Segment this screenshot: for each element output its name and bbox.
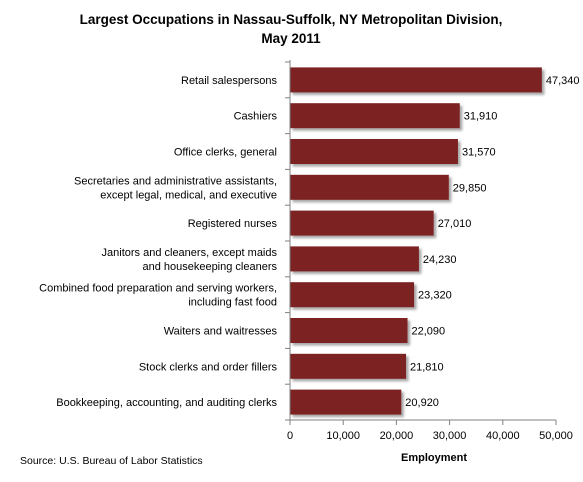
x-axis-label: Employment xyxy=(401,452,467,464)
category-label-7-line-1: Combined food preparation and serving wo… xyxy=(39,283,277,295)
category-label-4-line-2: except legal, medical, and executive xyxy=(100,189,277,201)
bar-4 xyxy=(290,174,449,200)
bar-3 xyxy=(290,139,458,164)
category-label-2: Cashiers xyxy=(234,111,278,123)
x-axis: 0 10,000 20,000 30,000 40,000 50,000 xyxy=(285,60,573,442)
category-label-6-line-2: and housekeeping cleaners xyxy=(142,261,277,273)
bar-10 xyxy=(290,389,402,415)
x-tick-label-5: 40,000 xyxy=(486,430,520,442)
value-label-4: 29,850 xyxy=(453,182,487,194)
source-note: Source: U.S. Bureau of Labor Statistics xyxy=(20,455,203,467)
category-label-1: Retail salespersons xyxy=(181,75,277,87)
category-label-4-line-1: Secretaries and administrative assistant… xyxy=(74,175,277,187)
chart-title: Largest Occupations in Nassau-Suffolk, N… xyxy=(80,12,503,46)
value-label-8: 22,090 xyxy=(412,326,446,338)
value-label-6: 24,230 xyxy=(423,254,457,266)
value-label-2: 31,910 xyxy=(464,111,498,123)
value-label-1: 47,340 xyxy=(546,75,580,87)
bar-1 xyxy=(290,67,542,93)
chart-title-line-2: May 2011 xyxy=(261,31,321,46)
category-label-6-line-1: Janitors and cleaners, except maids xyxy=(102,247,278,259)
category-label-9: Stock clerks and order fillers xyxy=(139,361,278,373)
x-tick-label-2: 10,000 xyxy=(326,430,360,442)
x-tick-label-3: 20,000 xyxy=(380,430,414,442)
chart-title-line-1: Largest Occupations in Nassau-Suffolk, N… xyxy=(80,12,503,27)
value-label-7: 23,320 xyxy=(418,290,452,302)
bar-6 xyxy=(290,246,419,272)
value-labels: 47,340 31,910 31,570 29,850 27,010 24,230 23,3… xyxy=(405,75,579,409)
x-tick-label-1: 0 xyxy=(287,430,293,442)
x-tick-label-4: 30,000 xyxy=(433,430,467,442)
category-label-10: Bookkeeping, accounting, and auditing cl… xyxy=(56,397,277,409)
category-label-5: Registered nurses xyxy=(188,218,278,230)
category-labels: Retail salespersons Cashiers Office clerks… xyxy=(39,75,277,409)
value-label-5: 27,010 xyxy=(438,218,472,230)
value-label-9: 21,810 xyxy=(410,361,444,373)
bar-7 xyxy=(290,282,415,308)
category-label-3: Office clerks, general xyxy=(174,147,277,159)
bar-5 xyxy=(290,210,434,236)
bar-2 xyxy=(290,103,460,129)
x-tick-label-6: 50,000 xyxy=(539,430,573,442)
value-label-10: 20,920 xyxy=(405,397,439,409)
bars xyxy=(290,67,542,415)
value-label-3: 31,570 xyxy=(462,147,496,159)
bar-8 xyxy=(290,318,408,343)
bar-9 xyxy=(290,353,407,379)
category-label-8: Waiters and waitresses xyxy=(164,326,278,338)
category-label-7-line-2: including fast food xyxy=(188,297,277,309)
